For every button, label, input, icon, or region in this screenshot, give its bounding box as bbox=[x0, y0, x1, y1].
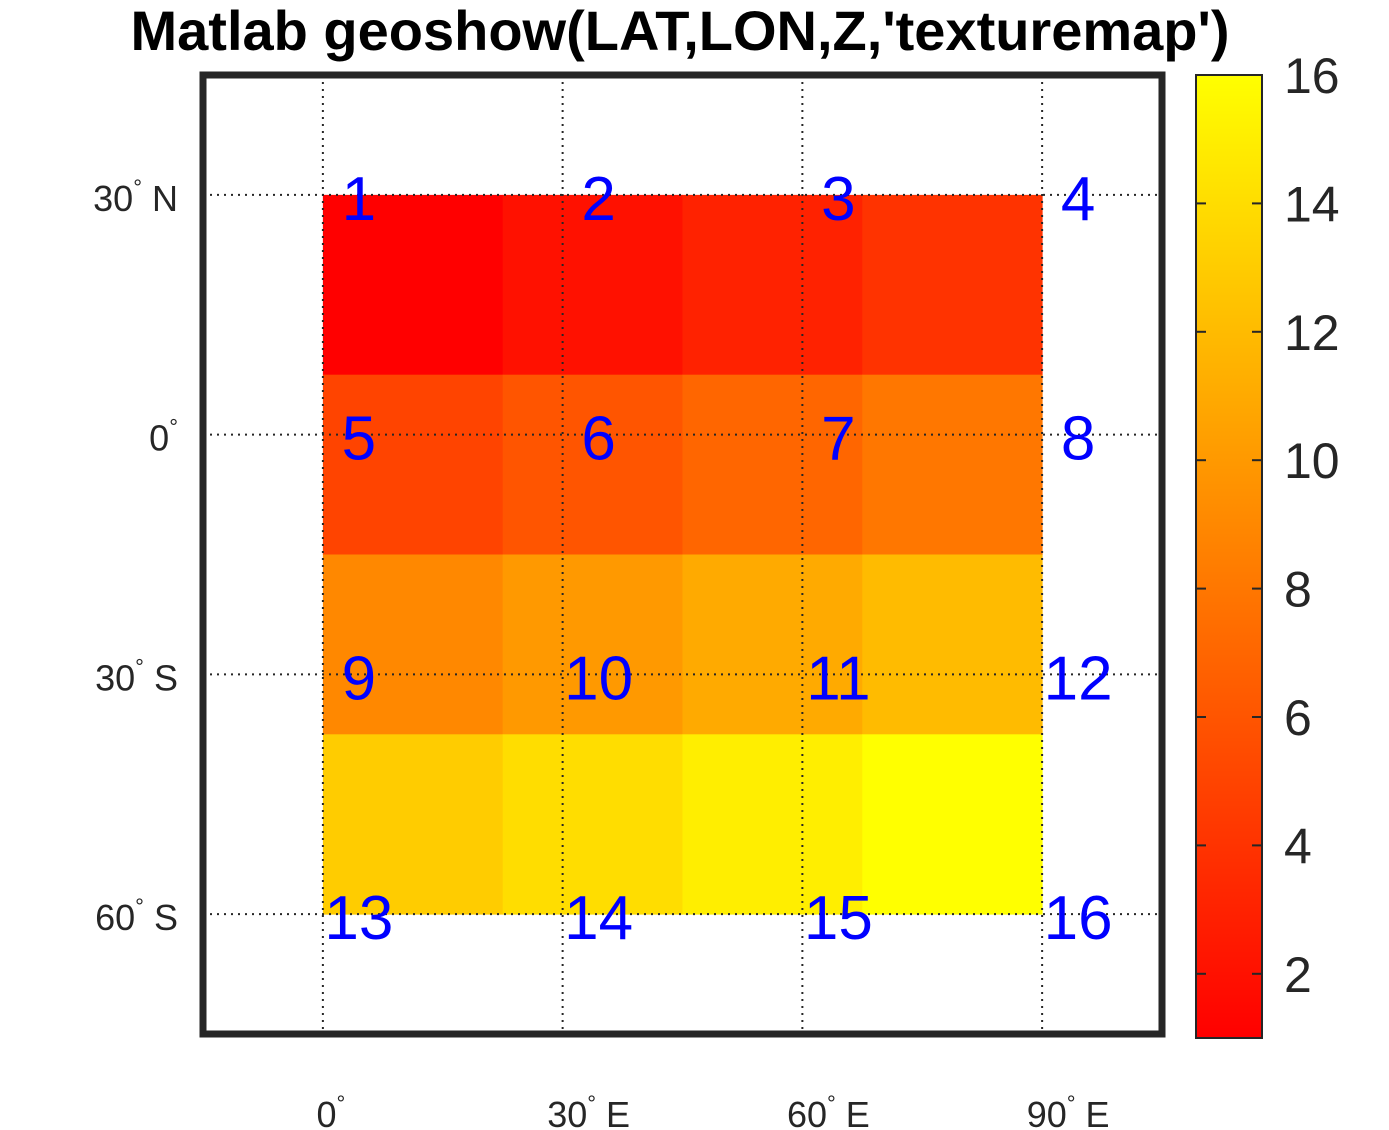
colorbar-gradient bbox=[1196, 75, 1262, 1038]
texture-cell bbox=[502, 554, 683, 735]
point-label: 10 bbox=[564, 644, 633, 713]
latitude-tick-labels: 30° N 0° 30° S 60° S bbox=[93, 175, 178, 938]
colorbar-tick-label: 14 bbox=[1284, 176, 1340, 232]
colorbar-frame bbox=[1195, 74, 1263, 1039]
texture-cells bbox=[322, 194, 1043, 915]
point-label: 13 bbox=[324, 884, 393, 953]
texture-cell bbox=[502, 734, 683, 915]
point-label: 6 bbox=[581, 405, 615, 474]
colorbar-tick-label: 8 bbox=[1284, 562, 1312, 618]
point-label: 16 bbox=[1044, 884, 1113, 953]
colorbar-tick-label: 6 bbox=[1284, 690, 1312, 746]
longitude-tick-labels: 0° 30° E 60° E 90° E bbox=[316, 1091, 1109, 1130]
texture-cell bbox=[322, 734, 504, 915]
texture-cell bbox=[322, 554, 504, 735]
texture-cell bbox=[322, 374, 504, 555]
colorbar: 2 4 6 8 10 12 14 16 bbox=[1195, 48, 1340, 1039]
point-label: 9 bbox=[342, 644, 376, 713]
point-label: 4 bbox=[1061, 165, 1095, 234]
graticule bbox=[203, 75, 1162, 1034]
texture-cell bbox=[682, 374, 863, 555]
lat-tick-label: 60° S bbox=[95, 894, 178, 938]
lon-tick-label: 0° bbox=[316, 1091, 345, 1130]
texture-cell bbox=[862, 374, 1043, 555]
colorbar-tick-label: 10 bbox=[1284, 433, 1340, 489]
point-label: 14 bbox=[564, 884, 633, 953]
point-label: 12 bbox=[1044, 644, 1113, 713]
point-label: 11 bbox=[806, 644, 870, 713]
texture-cell bbox=[682, 734, 863, 915]
lat-tick-label: 0° bbox=[149, 415, 178, 459]
lon-tick-label: 90° E bbox=[1027, 1091, 1110, 1130]
colorbar-tick-label: 12 bbox=[1284, 305, 1340, 361]
point-label: 1 bbox=[342, 165, 376, 234]
texture-cell bbox=[682, 554, 863, 735]
lon-tick-label: 60° E bbox=[787, 1091, 870, 1130]
point-label: 15 bbox=[804, 884, 873, 953]
texture-cell bbox=[502, 194, 683, 376]
point-label: 8 bbox=[1061, 405, 1095, 474]
axes-frame bbox=[199, 71, 1166, 1038]
point-label: 2 bbox=[581, 165, 615, 234]
texture-cell bbox=[862, 194, 1043, 376]
colorbar-tick-label: 4 bbox=[1284, 818, 1312, 874]
texture-cell bbox=[862, 734, 1043, 915]
lon-tick-label: 30° E bbox=[547, 1091, 630, 1130]
point-label: 3 bbox=[821, 165, 855, 234]
texture-cell bbox=[682, 194, 863, 376]
texture-cell bbox=[862, 554, 1043, 735]
lat-tick-label: 30° S bbox=[95, 654, 178, 698]
lat-tick-label: 30° N bbox=[93, 175, 178, 219]
texture-cell bbox=[502, 374, 683, 555]
texture-cell bbox=[322, 194, 504, 376]
point-label: 7 bbox=[821, 405, 855, 474]
point-label: 5 bbox=[342, 405, 376, 474]
colorbar-tick-label: 2 bbox=[1284, 947, 1312, 1003]
chart-title: Matlab geoshow(LAT,LON,Z,'texturemap') bbox=[131, 0, 1230, 62]
colorbar-tick-label: 16 bbox=[1284, 48, 1340, 104]
